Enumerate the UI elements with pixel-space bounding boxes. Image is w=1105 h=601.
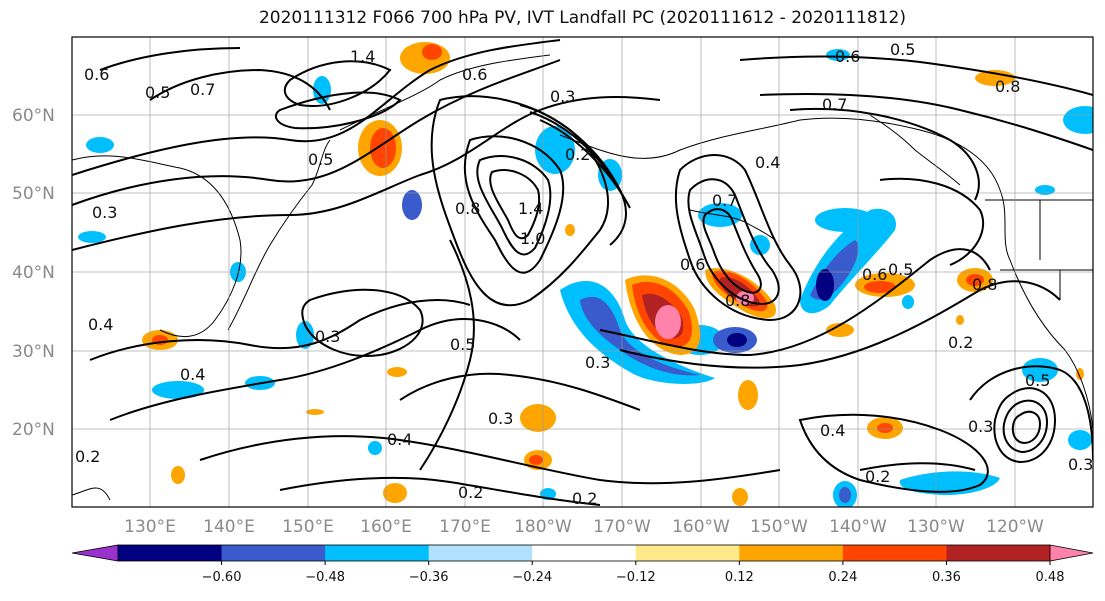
latitude-labels: 60°N 50°N 40°N 30°N 20°N <box>12 106 55 440</box>
contour-label: 0.6 <box>462 65 487 84</box>
longitude-labels: 130°E 140°E 150°E 160°E 170°E 180°W 170°… <box>124 517 1044 537</box>
contour-label: 0.4 <box>820 421 845 440</box>
contour-label: 0.8 <box>995 77 1020 96</box>
lon-label: 140°W <box>829 517 887 537</box>
lon-label: 130°E <box>124 517 176 537</box>
colorbar-tick-label: −0.60 <box>202 570 242 585</box>
contour-label: 0.2 <box>75 447 100 466</box>
contour-label: 0.5 <box>1025 371 1050 390</box>
contour-label: 0.5 <box>888 260 913 279</box>
colorbar-ticks: −0.60 −0.48 −0.36 −0.24 −0.12 0.12 0.24 0.36 0.4… <box>202 561 1065 585</box>
contour-label: 0.6 <box>862 265 887 284</box>
lon-label: 140°E <box>203 517 255 537</box>
colorbar-frame <box>117 544 1051 562</box>
lon-label: 150°W <box>750 517 808 537</box>
colorbar-tick-label: 0.36 <box>932 570 961 585</box>
colorbar-left-extend <box>71 544 119 562</box>
contour-label: 0.2 <box>948 333 973 352</box>
colorbar-cells <box>118 545 1051 561</box>
pv-contours <box>72 39 1093 506</box>
lon-label: 180°W <box>514 517 572 537</box>
contour-label: 0.3 <box>585 353 610 372</box>
lat-label-40n: 40°N <box>12 263 55 283</box>
colorbar-cell <box>428 545 533 561</box>
contour-label: 0.3 <box>92 203 117 222</box>
colorbar-right-extend <box>1049 544 1094 562</box>
contour-label: 0.8 <box>725 291 750 310</box>
contour-label: 0.4 <box>88 315 113 334</box>
lon-label: 160°W <box>672 517 730 537</box>
contour-label: 1.4 <box>518 199 543 218</box>
contour-label: 0.5 <box>450 335 475 354</box>
lat-label-20n: 20°N <box>12 420 55 440</box>
lon-label: 170°W <box>593 517 651 537</box>
contour-labels: 1.4 0.6 0.5 0.7 0.6 0.3 0.5 0.5 0.2 0.8 … <box>75 40 1093 508</box>
contour-label: 1.4 <box>350 47 375 66</box>
contour-label: 0.3 <box>968 417 993 436</box>
lon-label: 130°W <box>907 517 965 537</box>
colorbar-cell <box>221 545 326 561</box>
colorbar-tick-label: −0.36 <box>409 570 449 585</box>
contour-label: 0.2 <box>458 483 483 502</box>
contour-label: 0.7 <box>190 80 215 99</box>
contour-label: 0.8 <box>455 199 480 218</box>
map-title: 2020111312 F066 700 hPa PV, IVT Landfall… <box>258 8 906 28</box>
contour-label: 0.5 <box>308 150 333 169</box>
colorbar-cell <box>118 545 223 561</box>
contour-label: 0.3 <box>315 327 340 346</box>
map-content <box>72 37 1093 507</box>
contour-label: 0.2 <box>865 467 890 486</box>
contour-label: 0.3 <box>488 409 513 428</box>
lat-label-50n: 50°N <box>12 184 55 204</box>
negative-shading <box>78 49 1093 507</box>
colorbar-cell <box>946 545 1051 561</box>
colorbar-tick-label: −0.24 <box>512 570 552 585</box>
colorbar-cell <box>532 545 637 561</box>
lon-label: 120°W <box>986 517 1044 537</box>
positive-shading <box>142 42 1084 506</box>
contour-label: 0.5 <box>890 40 915 59</box>
lon-label: 160°E <box>360 517 412 537</box>
colorbar: −0.60 −0.48 −0.36 −0.24 −0.12 0.12 0.24 0.36 0.4… <box>71 544 1094 585</box>
lon-label: 150°E <box>282 517 334 537</box>
colorbar-tick-label: −0.48 <box>305 570 345 585</box>
lat-label-30n: 30°N <box>12 342 55 362</box>
colorbar-cell <box>325 545 430 561</box>
contour-label: 0.2 <box>572 489 597 508</box>
colorbar-tick-label: −0.12 <box>616 570 656 585</box>
colorbar-cell <box>635 545 740 561</box>
contour-label: 0.6 <box>84 65 109 84</box>
colorbar-tick-label: 0.24 <box>828 570 857 585</box>
colorbar-tick-label: 0.12 <box>725 570 754 585</box>
contour-label: 0.4 <box>755 153 780 172</box>
contour-label: 0.3 <box>550 87 575 106</box>
contour-label: 0.4 <box>387 430 412 449</box>
contour-label: 0.6 <box>835 47 860 66</box>
contour-label: 0.7 <box>712 191 737 210</box>
contour-label: 0.4 <box>180 365 205 384</box>
contour-label: 0.5 <box>145 83 170 102</box>
contour-label: 1.0 <box>520 229 545 248</box>
contour-label: 0.8 <box>972 275 997 294</box>
map-border <box>71 36 1094 508</box>
colorbar-tick-label: 0.48 <box>1036 570 1065 585</box>
contour-label: 0.6 <box>680 255 705 274</box>
colorbar-cell <box>842 545 947 561</box>
lat-label-60n: 60°N <box>12 106 55 126</box>
colorbar-cell <box>739 545 844 561</box>
contour-label: 0.7 <box>822 95 847 114</box>
contour-label: 0.2 <box>565 145 590 164</box>
contour-label: 0.3 <box>1068 455 1093 474</box>
lon-label: 170°E <box>439 517 491 537</box>
